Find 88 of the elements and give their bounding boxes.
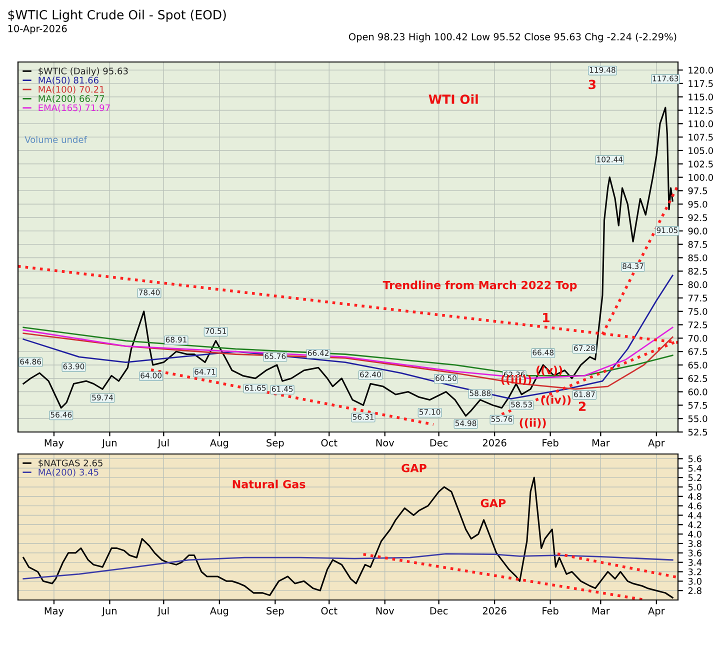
- x-tick-label: Jun: [102, 439, 116, 448]
- y-tick-label: 60.0: [688, 388, 708, 396]
- annotation: 2: [578, 402, 586, 411]
- y-tick-label: 82.5: [688, 268, 708, 275]
- x-tick-label: 2026: [482, 607, 506, 614]
- y-tick-label: 3.6: [688, 550, 702, 556]
- y-tick-label: 4.0: [688, 530, 702, 538]
- annotation: Volume undef: [24, 136, 88, 143]
- y-tick-label: 5.0: [688, 484, 702, 491]
- y-tick-label: 92.5: [688, 214, 708, 222]
- y-tick-label: 4.6: [688, 502, 702, 510]
- x-tick-label: Mar: [592, 607, 610, 614]
- y-tick-label: 5.2: [688, 474, 702, 482]
- x-tick-label: Oct: [321, 439, 338, 446]
- text: Open 98.23 High 100.42 Low 95.52 Close 95.63 Chg -2.24 (-2.29%): [348, 32, 676, 42]
- y-tick-label: 4.2: [688, 521, 702, 528]
- x-tick-label: Feb: [542, 606, 558, 614]
- y-tick-label: 57.5: [688, 402, 708, 409]
- y-tick-label: 3.0: [688, 578, 702, 585]
- y-tick-label: 70.0: [688, 334, 708, 342]
- y-tick-label: 115.0: [688, 94, 713, 100]
- y-tick-label: 120.0: [688, 66, 713, 74]
- y-tick-label: 52.5: [688, 428, 708, 436]
- y-tick-label: 4.8: [688, 493, 702, 500]
- y-tick-label: 3.4: [688, 559, 702, 566]
- y-tick-label: 67.5: [688, 348, 708, 356]
- x-tick-label: Apr: [648, 607, 665, 616]
- y-tick-label: 55.0: [688, 415, 708, 422]
- y-tick-label: 85.0: [688, 254, 708, 262]
- y-tick-label: 90.0: [688, 228, 708, 234]
- x-tick-label: May: [44, 439, 64, 448]
- annotation: GAP: [480, 498, 506, 508]
- x-tick-label: Jul: [157, 438, 169, 448]
- annotation: 3: [588, 80, 596, 90]
- x-tick-label: Aug: [210, 607, 228, 616]
- y-tick-label: 80.0: [688, 281, 708, 288]
- y-tick-label: 95.0: [688, 200, 708, 208]
- y-tick-label: 75.0: [688, 308, 708, 315]
- y-tick-label: 72.5: [688, 321, 708, 328]
- x-tick-label: Feb: [542, 438, 558, 446]
- y-tick-label: 112.5: [688, 106, 713, 114]
- y-tick-label: 117.5: [688, 80, 713, 88]
- legend-label: MA(200) 66.77: [38, 94, 104, 104]
- x-tick-label: Dec: [430, 439, 448, 446]
- y-tick-label: 62.5: [688, 375, 708, 382]
- y-tick-label: 2.8: [688, 587, 702, 594]
- y-tick-label: 97.5: [688, 187, 708, 194]
- annotation: ((iv)): [541, 395, 571, 406]
- y-tick-label: 3.2: [688, 568, 702, 576]
- x-tick-label: Nov: [376, 607, 394, 614]
- annotation: 1: [543, 312, 550, 322]
- x-tick-label: Dec: [430, 607, 448, 614]
- chart-title: $WTIC Light Crude Oil - Spot (EOD): [8, 10, 226, 22]
- annotation: ((ii)): [520, 418, 546, 428]
- x-tick-label: Mar: [592, 439, 610, 446]
- y-tick-label: 5.4: [688, 464, 702, 472]
- y-tick-label: 102.5: [688, 160, 713, 168]
- y-tick-label: 110.0: [688, 120, 713, 128]
- x-tick-label: Sep: [266, 439, 284, 448]
- annotation: GAP: [402, 464, 426, 472]
- y-tick-label: 100.0: [688, 174, 713, 181]
- y-tick-label: 4.4: [688, 512, 702, 519]
- legend-label: MA(100) 70.21: [38, 86, 104, 94]
- x-tick-label: Nov: [376, 439, 394, 446]
- x-tick-label: May: [44, 607, 64, 616]
- annotation: Natural Gas: [232, 480, 306, 488]
- legend-label: $NATGAS 2.65: [38, 459, 102, 468]
- y-tick-label: 105.0: [688, 147, 713, 154]
- legend-label: MA(50) 81.66: [38, 76, 99, 85]
- legend-label: MA(200) 3.45: [38, 468, 98, 477]
- y-tick-label: 5.6: [688, 455, 702, 462]
- x-tick-label: Aug: [210, 439, 228, 448]
- y-tick-label: 87.5: [688, 241, 708, 248]
- legend-label: EMA(165) 71.97: [38, 104, 110, 112]
- y-tick-label: 3.8: [688, 540, 702, 548]
- x-tick-label: Apr: [648, 439, 665, 448]
- x-tick-label: 2026: [482, 439, 506, 446]
- x-tick-label: Sep: [266, 607, 284, 616]
- x-tick-label: Jul: [157, 606, 169, 616]
- legend-label: $WTIC (Daily) 95.63: [38, 67, 128, 76]
- annotation: Trendline from March 2022 Top: [382, 280, 577, 292]
- x-tick-label: Oct: [321, 607, 338, 614]
- y-tick-label: 107.5: [688, 134, 713, 141]
- y-tick-label: 65.0: [688, 362, 708, 369]
- annotation: WTI Oil: [428, 94, 478, 104]
- chart-subtitle: 10-Apr-2026: [8, 24, 67, 34]
- y-tick-label: 77.5: [688, 294, 708, 302]
- x-tick-label: Jun: [102, 607, 116, 616]
